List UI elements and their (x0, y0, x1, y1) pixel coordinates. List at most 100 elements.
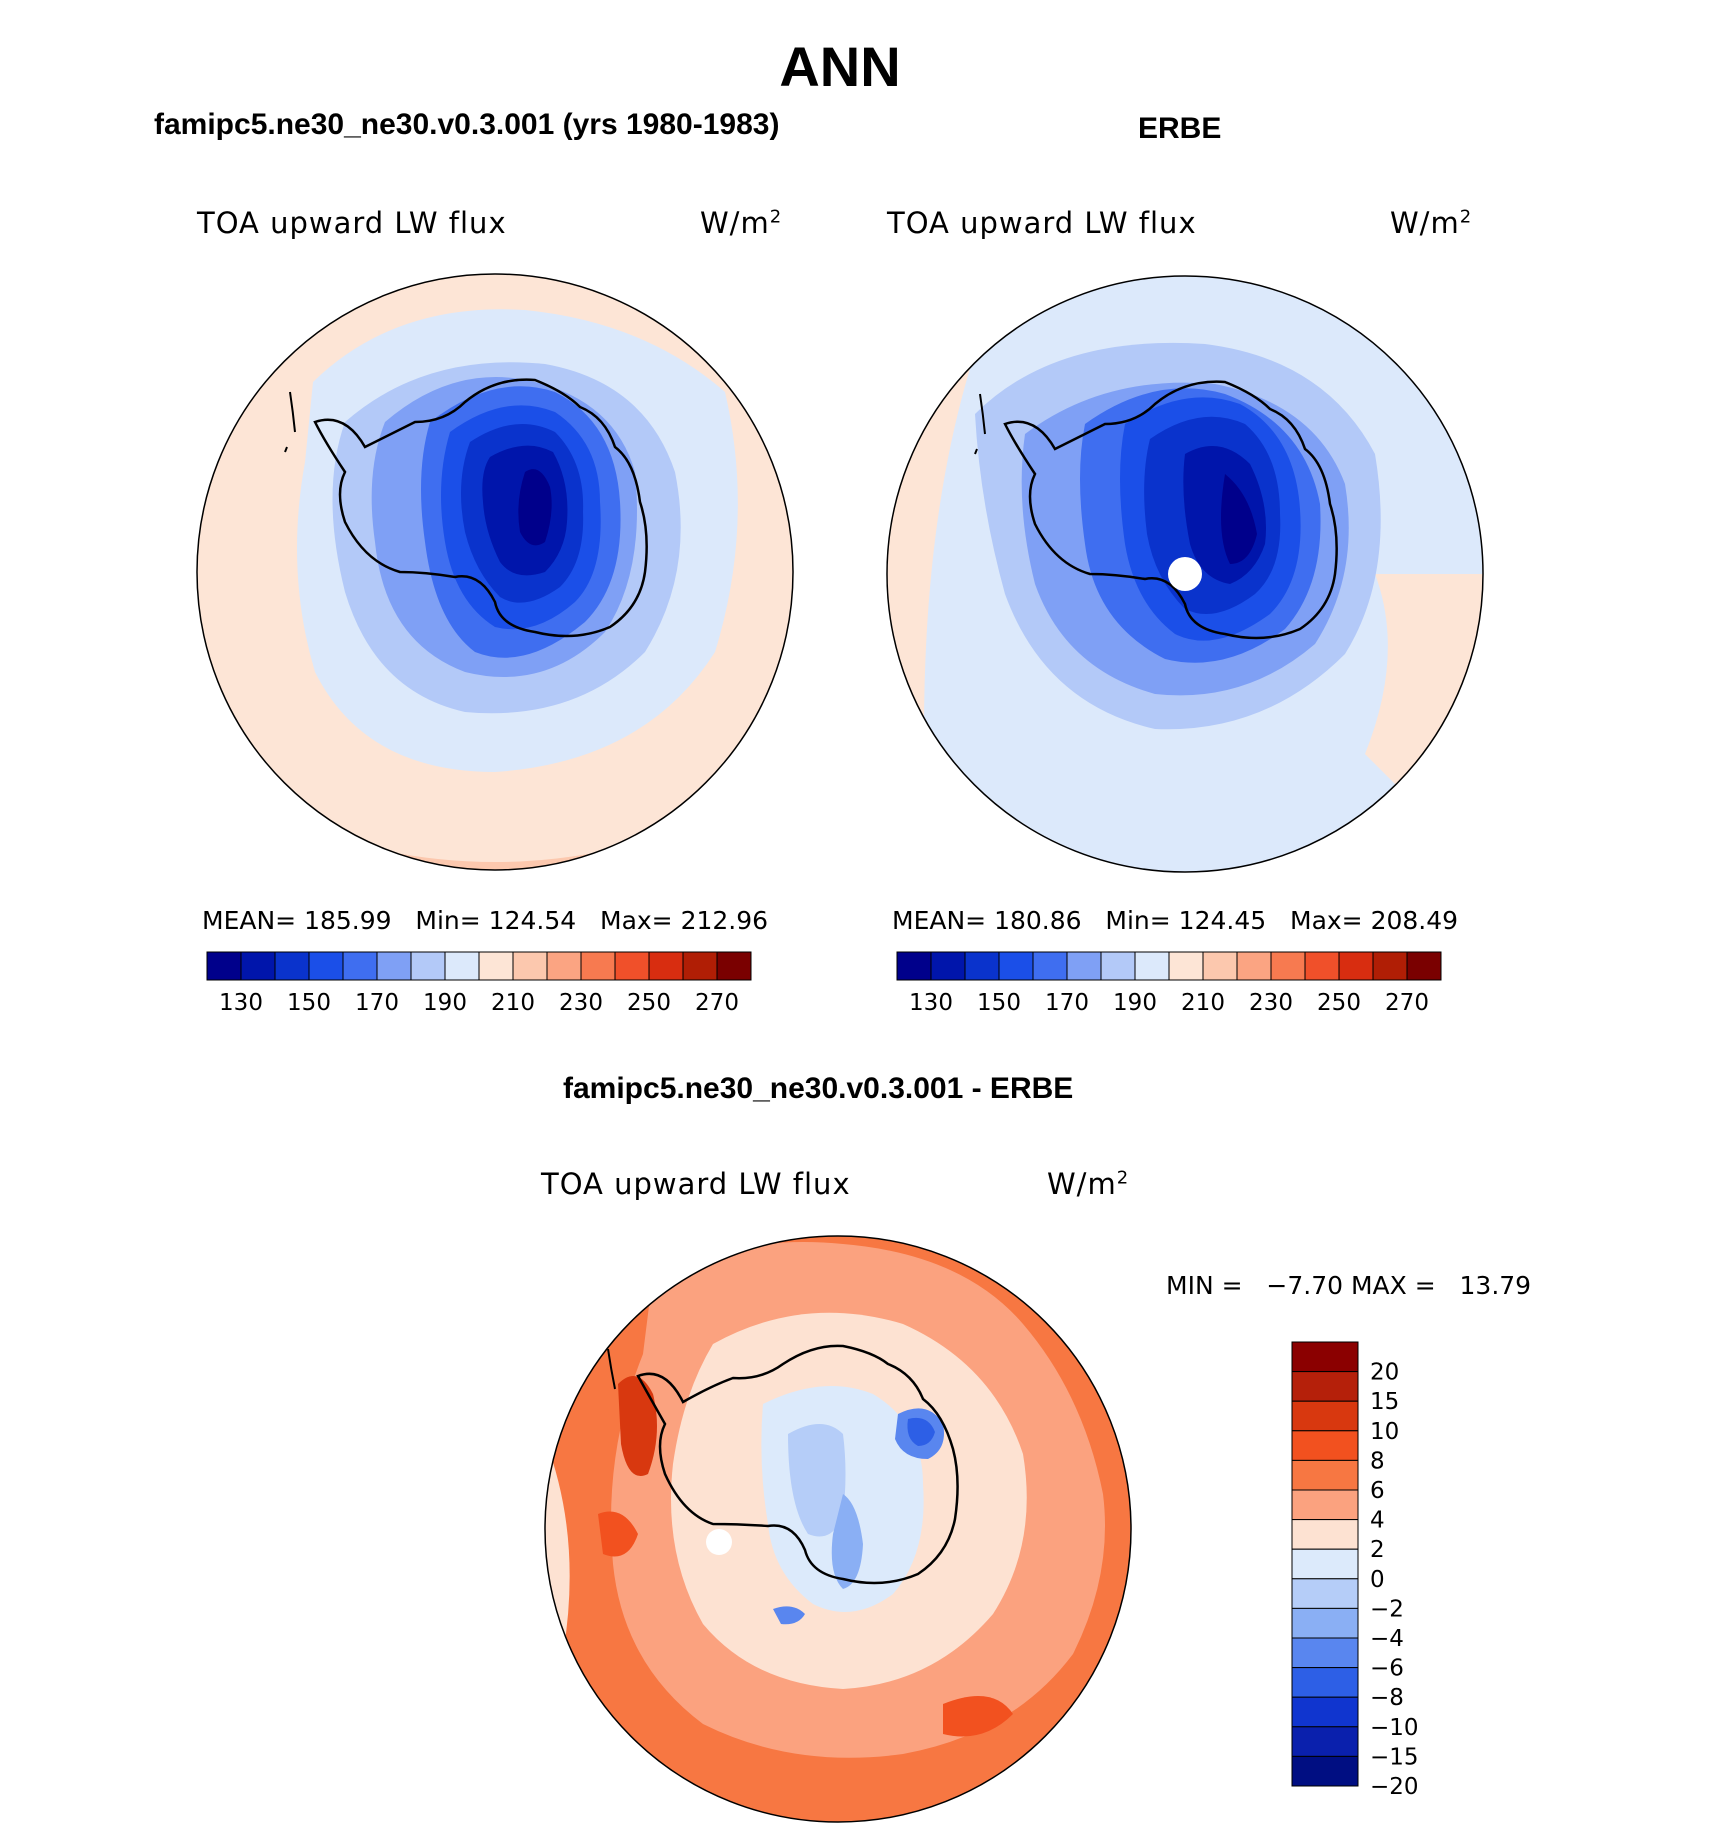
panel2-colorbar-tick-label: 210 (1181, 990, 1225, 1016)
diff-colorbar-swatch (1291, 1341, 1359, 1373)
panel1-colorbar-tick-label: 270 (695, 990, 739, 1016)
panel1-colorbar-swatch (410, 951, 446, 981)
diff-colorbar-swatch (1291, 1637, 1359, 1669)
contour-band (598, 1511, 638, 1557)
diff-colorbar-swatch (1291, 1519, 1359, 1550)
panel2-title: ERBE (1138, 112, 1222, 145)
panel2-colorbar-swatch (1100, 951, 1136, 981)
diff-colorbar-tick-label: 2 (1370, 1537, 1385, 1563)
diff-colorbar-tick-label: −20 (1370, 1774, 1419, 1800)
diff-colorbar-swatch (1291, 1726, 1359, 1757)
panel2-colorbar-swatch (1304, 951, 1340, 981)
diff-colorbar-tick-label: 15 (1370, 1389, 1399, 1415)
diff-units-label: W/m2 (1047, 1167, 1130, 1201)
contour-band (831, 1494, 863, 1589)
panel1-colorbar-swatch (240, 951, 276, 981)
panel1-colorbar-swatch (444, 951, 480, 981)
panel1-colorbar-swatch (648, 951, 684, 981)
panel1-colorbar-swatch (546, 951, 582, 981)
contour-band (275, 832, 715, 870)
panel1-colorbar-swatch (716, 951, 752, 981)
panel1-colorbar-swatch (580, 951, 616, 981)
panel2-units-label: W/m2 (1390, 206, 1473, 240)
panel2-colorbar: 130 150 170 190 210 230 250 270 (896, 951, 1442, 1016)
diff-colorbar-tick-label: 6 (1370, 1478, 1385, 1504)
panel1-colorbar-tick-label: 230 (559, 990, 603, 1016)
panel2-colorbar-swatch (896, 951, 932, 981)
panel2-colorbar-tick-label: 250 (1317, 990, 1361, 1016)
panel2-colorbar-swatch (964, 951, 1000, 981)
contour-band (773, 1606, 805, 1625)
panel1-colorbar-swatch (206, 951, 242, 981)
polar-data-gap (706, 1529, 732, 1555)
diff-polar-map (544, 1235, 1132, 1823)
panel2-colorbar-tick-label: 130 (909, 990, 953, 1016)
diff-colorbar-swatch (1291, 1667, 1359, 1698)
panel1-stats: MEAN= 185.99 Min= 124.54 Max= 212.96 (202, 906, 769, 935)
diff-minmax: MIN = −7.70 MAX = 13.79 (1166, 1271, 1532, 1300)
diff-colorbar-tick-label: 4 (1370, 1508, 1385, 1534)
panel1-colorbar-swatch (342, 951, 378, 981)
panel1-colorbar-swatch (274, 951, 310, 981)
panel1-colorbar-tick-label: 210 (491, 990, 535, 1016)
panel2-colorbar-swatch (1202, 951, 1238, 981)
contour-band (907, 1417, 935, 1446)
coastline (313, 378, 648, 638)
panel2-colorbar-swatch (1168, 951, 1204, 981)
coastline (974, 393, 986, 455)
panel1-colorbar-tick-label: 250 (627, 990, 671, 1016)
diff-colorbar-swatch (1291, 1548, 1359, 1580)
panel1-colorbar-tick-label: 150 (287, 990, 331, 1016)
contour-band (618, 1376, 657, 1476)
panel1-colorbar-swatch (614, 951, 650, 981)
panel1-colorbar-swatch (308, 951, 344, 981)
diff-colorbar-swatch (1291, 1607, 1359, 1639)
panel2-variable-label: TOA upward LW flux (887, 206, 1197, 240)
diff-colorbar-swatch (1291, 1430, 1359, 1461)
diff-colorbar-swatch (1291, 1578, 1359, 1609)
panel1-polar-map (196, 273, 794, 871)
panel1-colorbar-swatch (376, 951, 412, 981)
coastline (284, 391, 296, 453)
panel2-colorbar-tick-label: 270 (1385, 990, 1429, 1016)
panel1-colorbar-swatch (682, 951, 718, 981)
panel2-colorbar-swatch (1372, 951, 1408, 981)
diff-variable-label: TOA upward LW flux (541, 1167, 851, 1201)
diff-colorbar-tick-label: −6 (1370, 1656, 1404, 1682)
diff-colorbar-tick-label: −8 (1370, 1685, 1404, 1711)
diff-colorbar-tick-label: −2 (1370, 1596, 1404, 1622)
coastline (903, 423, 908, 445)
diff-colorbar-swatch (1291, 1489, 1359, 1521)
diff-colorbar-swatch (1291, 1400, 1359, 1432)
panel2-colorbar-swatch (1406, 951, 1442, 981)
polar-data-gap (1168, 557, 1202, 591)
contour-band (788, 1424, 846, 1537)
coastline (607, 1348, 616, 1390)
diff-colorbar-tick-label: −10 (1370, 1715, 1419, 1741)
diff-colorbar-swatch (1291, 1371, 1359, 1402)
diff-panel-title: famipc5.ne30_ne30.v0.3.001 - ERBE (563, 1072, 1074, 1105)
panel1-colorbar-swatch (478, 951, 514, 981)
coastline (213, 421, 218, 443)
panel2-colorbar-swatch (930, 951, 966, 981)
panel1-variable-label: TOA upward LW flux (197, 206, 507, 240)
contour-band (1221, 474, 1257, 564)
panel2-colorbar-tick-label: 230 (1249, 990, 1293, 1016)
diff-colorbar-swatch (1291, 1755, 1359, 1787)
panel2-stats: MEAN= 180.86 Min= 124.45 Max= 208.49 (892, 906, 1459, 935)
diff-colorbar-tick-label: −15 (1370, 1744, 1419, 1770)
diff-colorbar-tick-label: 20 (1370, 1360, 1399, 1386)
panel2-colorbar-swatch (1066, 951, 1102, 981)
contour-band (518, 469, 552, 546)
panel1-colorbar-tick-label: 170 (355, 990, 399, 1016)
coastline (1003, 380, 1338, 640)
panel2-colorbar-tick-label: 150 (977, 990, 1021, 1016)
diff-colorbar-tick-label: −4 (1370, 1626, 1404, 1652)
panel2-colorbar-swatch (1236, 951, 1272, 981)
panel1-colorbar-tick-label: 130 (219, 990, 263, 1016)
map-boundary (886, 275, 1484, 873)
diff-colorbar-swatch (1291, 1696, 1359, 1728)
diff-colorbar-tick-label: 10 (1370, 1419, 1399, 1445)
contour-band (197, 312, 225, 432)
panel1-colorbar: 130 150 170 190 210 230 250 270 (206, 951, 752, 1016)
